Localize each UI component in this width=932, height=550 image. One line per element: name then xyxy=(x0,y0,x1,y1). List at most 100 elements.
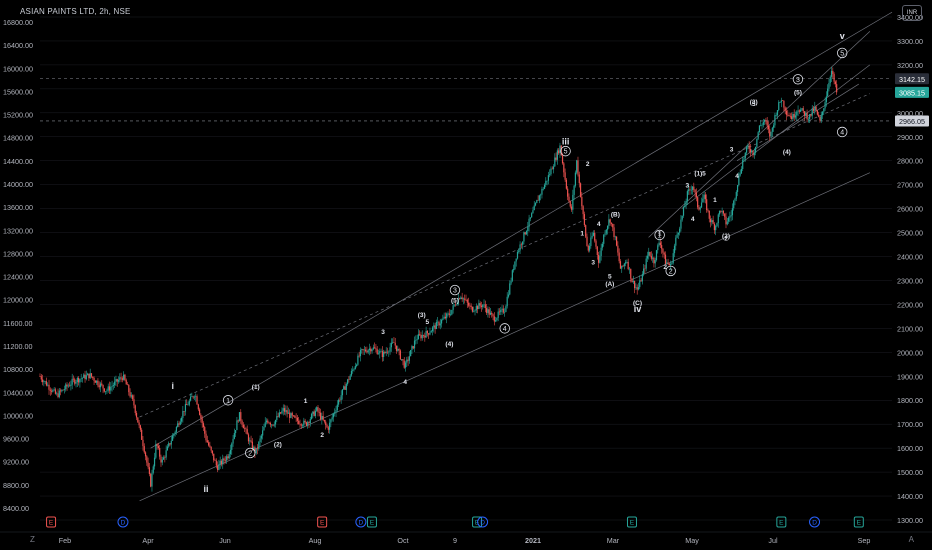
candle-body xyxy=(686,191,688,202)
candle-body xyxy=(628,268,631,270)
candle-body xyxy=(381,350,383,357)
candle-body xyxy=(332,413,335,418)
candle-body xyxy=(371,349,373,352)
left-tick-label: 13600.00 xyxy=(3,203,33,212)
candle-body xyxy=(75,381,77,384)
time-tick-label: Apr xyxy=(142,536,154,545)
event-label: E xyxy=(779,520,784,527)
candle-body xyxy=(506,296,508,307)
candle-body xyxy=(45,381,48,386)
candle-body xyxy=(187,404,189,406)
left-price-axis[interactable]: 16800.00 16400.00 16000.00 15600.00 15200.00… xyxy=(3,18,33,513)
candle-body xyxy=(415,339,417,341)
candle-body xyxy=(574,172,577,186)
candle-body xyxy=(587,245,589,251)
candle-body xyxy=(748,145,750,150)
candle-body xyxy=(135,412,138,418)
zoom-icon[interactable]: Z xyxy=(30,535,35,544)
candle-body xyxy=(438,321,440,326)
wave-label: (5) xyxy=(794,89,802,96)
candle-body xyxy=(653,257,655,264)
candle-body xyxy=(471,306,474,312)
candle-body xyxy=(625,262,627,264)
candle-body xyxy=(773,125,775,128)
candle-body xyxy=(495,320,497,322)
event-label: D xyxy=(480,520,485,527)
candle-body xyxy=(165,450,167,458)
candle-body xyxy=(543,184,546,189)
wave-label: ii xyxy=(203,484,208,494)
candle-body xyxy=(385,351,387,353)
candle-body xyxy=(193,396,196,398)
wave-label: v xyxy=(840,31,845,41)
auto-scale-icon[interactable]: A xyxy=(908,535,914,544)
candle-body xyxy=(816,110,818,115)
candle-body xyxy=(626,261,628,263)
candle-body xyxy=(268,422,270,424)
candle-body xyxy=(702,198,704,203)
wave-label: 4 xyxy=(503,326,507,333)
candle-body xyxy=(509,283,511,295)
candle-body xyxy=(825,96,827,103)
candle-body xyxy=(819,116,821,121)
candle-body xyxy=(375,348,377,350)
wave-circle xyxy=(245,447,256,459)
candle-body xyxy=(318,412,320,413)
candle-body xyxy=(301,425,304,427)
candle-body xyxy=(637,287,640,290)
candle-body xyxy=(417,334,419,340)
candle-body xyxy=(93,377,95,381)
candle-body xyxy=(689,189,691,191)
candle-body xyxy=(752,150,754,156)
dividend-marker xyxy=(477,516,489,528)
candle-body xyxy=(115,379,117,382)
candle-body xyxy=(528,218,530,227)
candle-body xyxy=(319,412,322,420)
candle-body xyxy=(299,423,301,425)
right-price-axis[interactable]: 3400.003300.003200.003100.003000.002900.… xyxy=(897,13,923,525)
candle-body xyxy=(282,408,284,411)
candle-body xyxy=(715,226,717,231)
candle-body xyxy=(798,110,800,112)
right-tick-label: 2800.00 xyxy=(897,157,923,166)
time-axis[interactable]: Feb Apr Jun Aug Oct 9 2021 Mar May Jul Sep xyxy=(0,531,932,545)
candle-body xyxy=(725,216,727,225)
candle-body xyxy=(492,314,494,317)
wave-label: 3 xyxy=(730,147,734,154)
candle-body xyxy=(446,313,448,319)
right-tick-label: 2300.00 xyxy=(897,276,923,285)
candle-body xyxy=(412,346,414,349)
earnings-marker xyxy=(46,516,57,528)
candle-body xyxy=(134,405,136,413)
wave-circle xyxy=(560,145,571,157)
candle-body xyxy=(782,100,784,102)
candle-body xyxy=(53,389,55,390)
candle-body xyxy=(148,467,150,475)
candle-body xyxy=(39,376,41,377)
candle-body xyxy=(177,423,179,428)
wave-label: 2 xyxy=(669,268,673,275)
left-tick-label: 9200.00 xyxy=(3,458,29,467)
candle-body xyxy=(729,216,731,218)
wave-circle xyxy=(499,323,510,334)
candle-body xyxy=(828,82,830,89)
channel-line xyxy=(150,11,893,449)
candle-body xyxy=(402,359,404,361)
currency-badge[interactable]: INR xyxy=(902,5,922,21)
candle-body xyxy=(649,251,651,256)
wave-label: (B) xyxy=(611,211,620,218)
candle-body xyxy=(328,422,331,430)
wave-label: 3 xyxy=(453,288,457,295)
candle-body xyxy=(776,110,779,116)
time-tick-label: Sep xyxy=(858,536,871,545)
candle-body xyxy=(672,253,674,263)
candle-body xyxy=(245,428,247,430)
candle-body xyxy=(736,185,739,192)
candle-body xyxy=(94,380,96,383)
candle-body xyxy=(142,439,144,447)
candle-body xyxy=(271,424,273,426)
channel-line xyxy=(648,31,871,238)
candle-body xyxy=(801,108,803,110)
candle-body xyxy=(789,116,791,117)
